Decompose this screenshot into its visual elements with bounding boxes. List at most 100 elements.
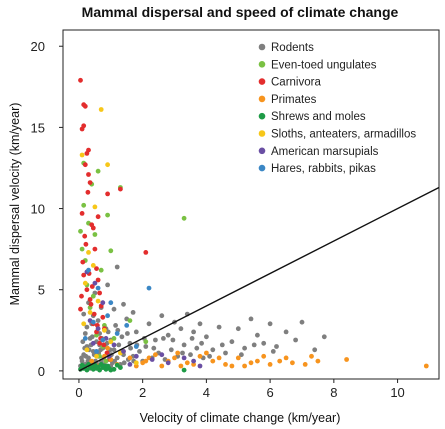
y-tick-label: 10 [31, 202, 45, 217]
data-point [133, 360, 139, 366]
data-point [277, 358, 283, 364]
data-point [98, 267, 104, 273]
data-point [299, 319, 305, 325]
data-point [189, 336, 195, 341]
data-point [121, 360, 127, 366]
data-point [153, 337, 158, 343]
data-point [151, 345, 157, 351]
data-point [84, 347, 90, 353]
data-point [111, 306, 117, 312]
points-layer [78, 77, 429, 373]
data-point [105, 313, 110, 319]
data-point [95, 277, 101, 283]
data-point [239, 352, 244, 358]
data-point [321, 334, 327, 340]
data-point [105, 363, 110, 369]
data-point [283, 355, 289, 361]
data-point [79, 211, 85, 216]
legend-swatch [258, 43, 266, 51]
data-point [267, 321, 273, 327]
y-tick-label: 20 [31, 39, 45, 54]
data-point [216, 355, 222, 361]
data-point [111, 347, 117, 353]
data-point [274, 344, 279, 349]
data-point [80, 259, 86, 265]
data-point [91, 311, 97, 317]
data-point [102, 327, 107, 333]
data-point [95, 285, 101, 291]
data-point [159, 352, 165, 358]
data-point [161, 336, 166, 341]
data-point [79, 246, 85, 252]
data-point [242, 363, 248, 369]
data-point [114, 362, 120, 368]
data-point [191, 362, 197, 367]
data-point [101, 342, 107, 348]
data-point [105, 191, 110, 197]
data-point [105, 162, 110, 168]
data-point [302, 362, 308, 367]
data-point [168, 347, 174, 353]
data-point [128, 345, 134, 351]
data-point [114, 331, 120, 336]
data-point [219, 342, 225, 348]
data-point [90, 340, 96, 346]
data-point [100, 300, 106, 306]
data-point [89, 284, 95, 289]
data-point [92, 246, 98, 252]
x-tick-label: 6 [267, 385, 274, 400]
data-point [87, 297, 93, 302]
data-point [84, 324, 90, 330]
data-point [85, 189, 91, 195]
data-point [108, 367, 114, 373]
data-point [191, 329, 197, 335]
data-point [90, 225, 96, 231]
legend-swatch [258, 78, 266, 85]
data-point [223, 362, 228, 367]
legend-swatch [258, 164, 266, 172]
data-point [94, 349, 99, 354]
data-point [207, 353, 213, 359]
data-point [89, 358, 95, 364]
data-point [87, 310, 93, 315]
data-point [261, 340, 267, 346]
data-point [89, 334, 95, 340]
plot-frame [62, 29, 440, 380]
data-point [103, 358, 109, 364]
ticks-layer: 0 2 4 6 8 10 0 5 10 15 20 [31, 39, 405, 400]
data-point [153, 352, 158, 358]
reference-line-layer [78, 186, 440, 372]
data-point [95, 326, 101, 332]
data-point [86, 267, 91, 273]
data-point [81, 202, 87, 208]
data-point [197, 363, 203, 369]
data-point [112, 358, 117, 364]
x-tick-label: 0 [75, 385, 82, 400]
data-point [181, 355, 187, 361]
data-point [102, 323, 107, 328]
legend-swatch [258, 112, 266, 120]
data-point [116, 342, 122, 348]
data-point [223, 350, 228, 356]
data-point [133, 344, 139, 349]
data-point [98, 107, 104, 112]
data-point [82, 331, 88, 336]
data-point [143, 250, 149, 255]
data-point [309, 353, 314, 359]
data-point [255, 332, 260, 338]
data-point [100, 337, 106, 343]
data-point [149, 357, 155, 362]
data-point [87, 180, 93, 186]
data-point [86, 147, 91, 153]
data-point [108, 248, 114, 254]
legend-entry: Rodents [271, 42, 314, 54]
data-point [181, 215, 187, 221]
data-point [204, 334, 209, 340]
data-point [78, 77, 83, 83]
data-point [105, 212, 110, 218]
data-point [270, 349, 276, 354]
data-point [121, 301, 126, 307]
data-point [165, 360, 171, 366]
data-point [90, 263, 96, 268]
legend-swatch [258, 147, 266, 155]
